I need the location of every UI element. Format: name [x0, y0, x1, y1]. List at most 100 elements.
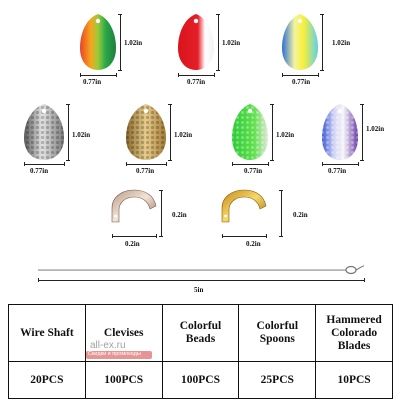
blade-width-label: 0.77in [187, 78, 206, 86]
dimension-tick [66, 160, 70, 161]
blade-purple-hammered [322, 104, 358, 160]
wire-shaft [38, 265, 365, 275]
blade-width-label: 0.77in [83, 78, 102, 86]
width-dimension-line [178, 75, 214, 76]
dimension-tick [166, 162, 167, 166]
blade-green-hammered [232, 104, 268, 160]
product-illustration [24, 14, 365, 275]
dimension-tick [112, 234, 113, 238]
blade-width-label: 0.77in [244, 167, 263, 175]
height-dimension-line [272, 104, 273, 160]
dimension-tick [268, 162, 269, 166]
blade-height-label: 1.02in [276, 131, 295, 139]
height-dimension-line [281, 190, 282, 236]
table-cell: 100PCS [84, 361, 163, 399]
blade-width-label: 0.77in [292, 78, 311, 86]
dimension-tick [214, 73, 215, 77]
height-dimension-line [218, 14, 219, 70]
dimension-tick [216, 70, 220, 71]
blade-height-label: 1.02in [366, 125, 385, 133]
table-header-cell: Colorful Beads [161, 304, 240, 362]
watermark-subtext: Скидки и промокоды [88, 351, 141, 357]
dimension-tick [156, 234, 157, 238]
package-contents-table: Wire Shaft Clevises Colorful Beads Color… [8, 304, 393, 399]
table-cell: 100PCS [161, 361, 240, 399]
dimension-tick [159, 190, 163, 191]
clevis-silver [111, 189, 157, 223]
dimension-tick [118, 70, 122, 71]
table-row: 20PCS 100PCS 100PCS 25PCS 10PCS [8, 361, 393, 399]
clevis-height-label: 0.2in [172, 211, 187, 219]
height-dimension-line [362, 104, 363, 160]
dimension-tick [318, 73, 319, 77]
table-header-cell: Colorful Spoons [238, 304, 317, 362]
dimension-tick [279, 190, 283, 191]
dimension-tick [66, 104, 70, 105]
dimension-tick [279, 236, 283, 237]
dimension-tick [178, 73, 179, 77]
blade-height-label: 1.02in [72, 131, 91, 139]
dimension-tick [232, 162, 233, 166]
dimension-tick [168, 104, 172, 105]
width-dimension-line [322, 164, 358, 165]
dimension-tick [216, 14, 220, 15]
clevis-width-label: 0.2in [246, 240, 261, 248]
dimension-tick [322, 162, 323, 166]
blade-width-label: 0.77in [136, 167, 155, 175]
dimension-tick [24, 162, 25, 166]
blade-gold-hammered [126, 104, 166, 160]
dimension-tick [360, 160, 364, 161]
width-dimension-line [24, 164, 64, 165]
table-cell: 25PCS [238, 361, 317, 399]
dimension-tick [168, 160, 172, 161]
height-dimension-line [68, 104, 69, 160]
table-header-row: Wire Shaft Clevises Colorful Beads Color… [8, 304, 393, 362]
watermark: all-ex.ru Скидки и промокоды [86, 340, 152, 360]
table-cell: 20PCS [8, 361, 86, 399]
height-dimension-line [170, 104, 171, 160]
blade-red-white [178, 14, 214, 70]
table-header-cell: Wire Shaft [8, 304, 86, 362]
blade-width-label: 0.77in [30, 167, 49, 175]
dimension-tick [364, 278, 365, 282]
wire-length-dimension-line [38, 280, 364, 281]
table-header-cell: Hammered Colorado Blades [315, 304, 393, 362]
dimension-tick [118, 14, 122, 15]
wire-length-label: 5in [194, 286, 204, 294]
dimension-tick [320, 70, 324, 71]
watermark-banner [86, 351, 152, 359]
width-dimension-line [232, 164, 268, 165]
table-cell: 10PCS [315, 361, 393, 399]
clevis-height-label: 0.2in [293, 211, 308, 219]
width-dimension-line [126, 164, 166, 165]
dimension-tick [222, 234, 223, 238]
dimension-tick [270, 104, 274, 105]
height-dimension-line [161, 190, 162, 236]
dimension-tick [270, 160, 274, 161]
width-dimension-line [282, 75, 318, 76]
width-dimension-line [112, 236, 156, 237]
dimension-tick [126, 162, 127, 166]
dimension-tick [64, 162, 65, 166]
clevis-width-label: 0.2in [125, 240, 140, 248]
dimension-tick [358, 162, 359, 166]
watermark-text: all-ex.ru [90, 340, 126, 351]
dimension-tick [282, 73, 283, 77]
height-dimension-line [120, 14, 121, 70]
dimension-tick [80, 73, 81, 77]
dimension-tick [38, 278, 39, 282]
blade-blue-yellow [282, 14, 318, 70]
height-dimension-line [322, 14, 323, 70]
blade-width-label: 0.77in [328, 167, 347, 175]
clevis-gold [221, 189, 267, 223]
blade-height-label: 1.02in [124, 39, 143, 47]
dimension-tick [360, 104, 364, 105]
dimension-tick [159, 236, 163, 237]
dimension-tick [266, 234, 267, 238]
dimension-tick [320, 14, 324, 15]
blade-height-label: 1.02in [174, 131, 193, 139]
width-dimension-line [80, 75, 116, 76]
blade-height-label: 1.02in [222, 39, 241, 47]
blade-silver-hammered [24, 104, 64, 160]
blade-height-label: 1.02in [332, 39, 351, 47]
